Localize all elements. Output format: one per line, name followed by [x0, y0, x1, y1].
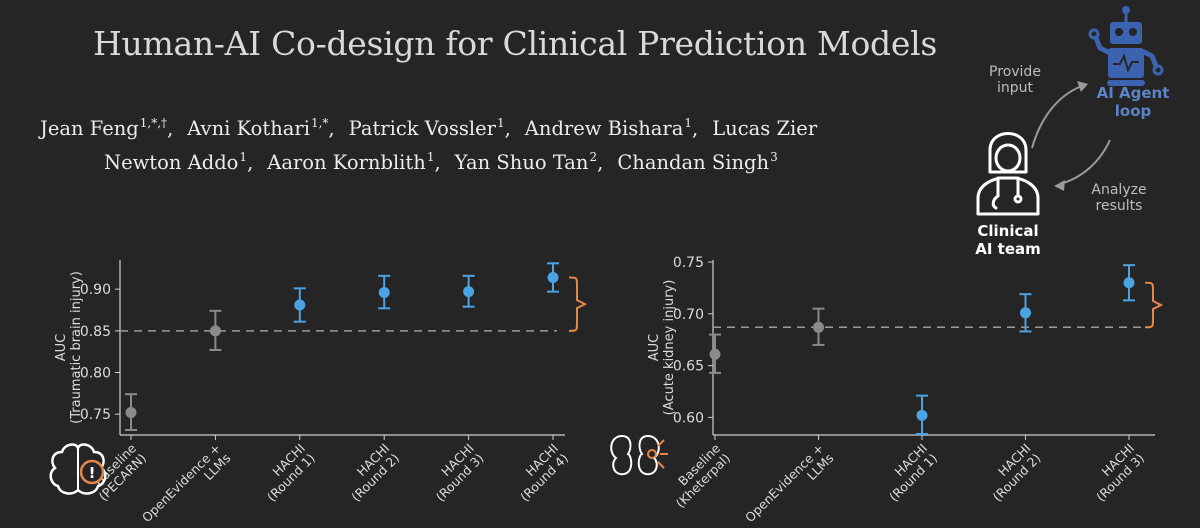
data-point [463, 286, 475, 298]
data-point [294, 299, 306, 311]
analyze-results-arrow [1059, 139, 1111, 185]
author-list-line-1: Jean Feng1,*,†, Avni Kothari1,*, Patrick V… [0, 116, 970, 140]
provide-input-label-line-2: input [996, 80, 1033, 96]
author-name: Patrick Vossler1, [348, 116, 511, 140]
alert-circle [79, 459, 105, 485]
data-point [209, 325, 221, 337]
alert-spot [647, 449, 657, 459]
y-tick-label: 0.80 [80, 366, 111, 382]
aki-auc-chart: 0.60 0.65 0.70 0.75 AUC(Acute kidney injury)… [610, 255, 1164, 528]
author-name: Andrew Bishara1, [524, 116, 699, 140]
x-tick-label: HACHI(Round 3) [423, 441, 487, 505]
analyze-results-arrowhead [1054, 180, 1065, 191]
clinical-team-label-line-1: Clinical [977, 222, 1039, 240]
improvement-bracket [1144, 281, 1164, 329]
clinical-team-label-line-2: AI team [975, 240, 1041, 258]
author-name: Chandan Singh3 [617, 150, 778, 174]
kidney-left [610, 434, 633, 476]
provide-input-arrowhead [1077, 81, 1088, 92]
data-point [813, 321, 824, 333]
kidney-alert-icon [610, 434, 668, 476]
author-name: Lucas Zier [712, 117, 818, 140]
data-point [709, 348, 721, 360]
clinician-icon [976, 132, 1040, 216]
x-tick-label: HACHI(Round 1) [876, 441, 940, 505]
x-tick-label: HACHI(Round 2) [338, 441, 402, 505]
provide-input-label: Provide input [960, 64, 1070, 96]
y-tick-label: 0.70 [673, 307, 704, 323]
author-name: Jean Feng1,*,†, [40, 116, 174, 140]
robot-icon [1088, 6, 1164, 86]
data-point [547, 272, 559, 283]
alert-mark: ! [89, 464, 96, 482]
x-tick-label: Baseline(Kheterpal) [663, 440, 733, 510]
y-axis-label-line: AUC [54, 334, 69, 362]
data-point [916, 409, 928, 421]
y-tick-label: 0.65 [673, 359, 704, 375]
y-axis-label-line: (Acute kidney injury) [662, 280, 677, 416]
y-tick-label: 0.75 [80, 407, 111, 423]
y-tick-label: 0.90 [80, 282, 111, 298]
x-tick-label: OpenEvidence +LLMs [742, 441, 837, 528]
author-name: Yan Shuo Tan2, [454, 150, 604, 174]
author-name: Aaron Kornblith1, [267, 150, 441, 174]
data-point [378, 287, 390, 298]
y-tick-label: 0.60 [673, 410, 704, 426]
analyze-results-label-line-1: Analyze [1091, 182, 1147, 198]
provide-input-arrow [1031, 85, 1083, 149]
provide-input-label-line-1: Provide [989, 64, 1041, 80]
brain-alert-icon: ! [49, 443, 107, 495]
x-tick-label: HACHI(Round 3) [1083, 441, 1147, 505]
data-point [1020, 307, 1031, 319]
brain-outline [49, 443, 107, 495]
page-title: Human-AI Co-design for Clinical Predicti… [93, 24, 937, 63]
data-point [125, 407, 137, 418]
analyze-results-label: Analyze results [1064, 182, 1174, 214]
data-point [1123, 277, 1135, 289]
alert-ray [657, 461, 665, 469]
author-list-line-2: Newton Addo1, Aaron Kornblith1, Yan Shuo T… [104, 150, 1004, 174]
y-tick-label: 0.75 [673, 255, 704, 271]
improvement-bracket [568, 276, 588, 332]
y-axis-label: AUC(Acute kidney injury) [647, 280, 677, 416]
ai-agent-loop-label: AI Agent loop [1066, 84, 1200, 120]
codesign-diagram [976, 6, 1164, 216]
y-axis-label: AUC(Traumatic brain injury) [54, 271, 84, 424]
author-name: Avni Kothari1,*, [187, 116, 335, 140]
x-tick-label: HACHI(Round 2) [980, 441, 1044, 505]
y-tick-label: 0.85 [80, 324, 111, 340]
ai-agent-label-line-2: loop [1114, 102, 1152, 120]
x-tick-label: OpenEvidence +LLMs [139, 441, 234, 528]
analyze-results-label-line-2: results [1095, 198, 1143, 214]
x-tick-label: HACHI(Round 1) [254, 441, 318, 505]
clinical-ai-team-label: Clinical AI team [948, 222, 1068, 258]
author-name: Newton Addo1, [104, 150, 254, 174]
alert-ray [657, 439, 665, 447]
kidney-right [637, 434, 660, 476]
x-tick-label: HACHI(Round 4) [507, 441, 571, 505]
y-axis-label-line: AUC [647, 334, 662, 362]
y-axis-label-line: (Traumatic brain injury) [69, 271, 84, 424]
ai-agent-label-line-1: AI Agent [1096, 84, 1170, 102]
